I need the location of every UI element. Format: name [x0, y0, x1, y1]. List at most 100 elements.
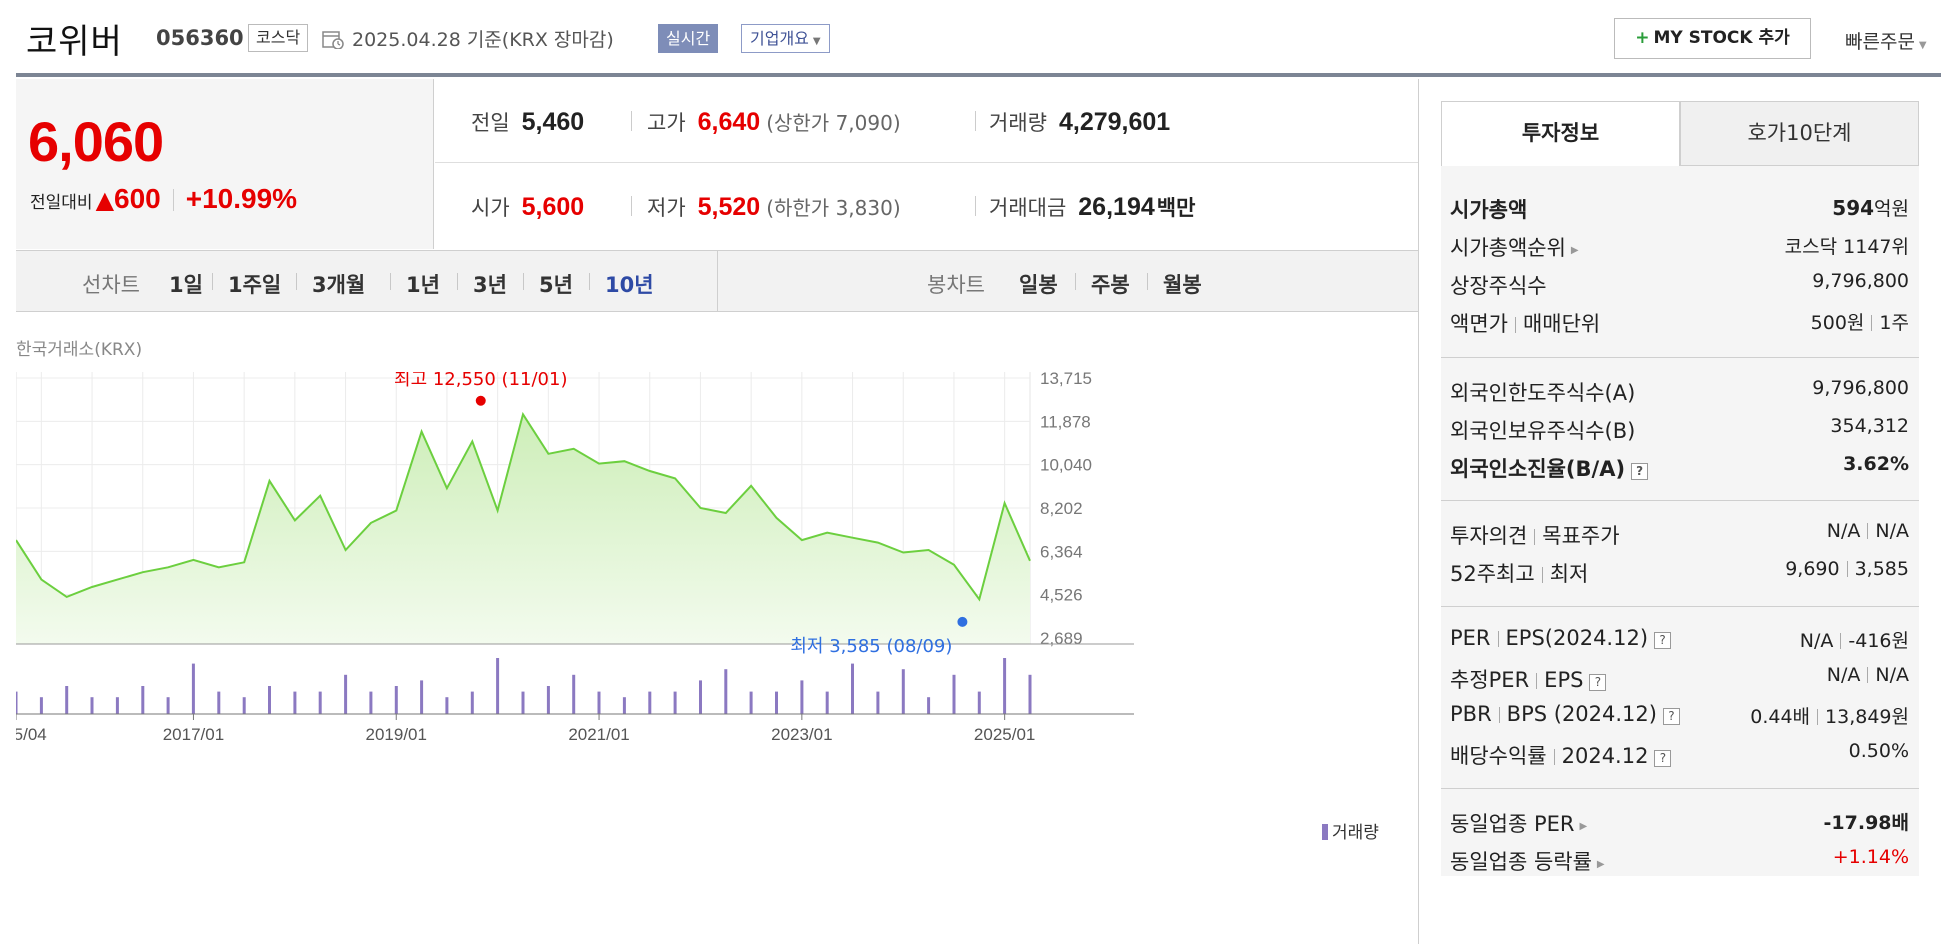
week52-label: 52주최고 최저 — [1450, 558, 1588, 588]
candle-tab-daily[interactable]: 일봉 — [1019, 273, 1058, 297]
period-tab-1y[interactable]: 1년 — [406, 273, 440, 297]
dividend-date: 2024.12 — [1561, 744, 1649, 768]
price-detail-row: 전일 5,460 고가 6,640 (상한가 7,090) 거래량 4,279,601 — [435, 79, 1418, 163]
volume-bar — [699, 680, 702, 714]
low-label: 저가 — [647, 196, 686, 220]
min-point-marker — [957, 616, 968, 627]
period-tab-1d[interactable]: 1일 — [169, 273, 203, 297]
sector-change-label-text: 동일업종 등락률 — [1450, 850, 1592, 874]
dividend-row: 배당수익률 2024.12? 0.50% — [1441, 736, 1919, 772]
realtime-button[interactable]: 실시간 — [658, 24, 719, 53]
sector-change-row[interactable]: 동일업종 등락률 ▶ +1.14% — [1441, 842, 1919, 878]
price-detail-grid: 전일 5,460 고가 6,640 (상한가 7,090) 거래량 4,279,601 … — [435, 79, 1418, 249]
add-my-stock-button[interactable]: + MY STOCK 추가 — [1614, 18, 1811, 59]
volume-bar — [648, 691, 652, 714]
market-cap-number: 594 — [1832, 196, 1875, 220]
period-tab-3y[interactable]: 3년 — [473, 273, 507, 297]
price-summary: 6,060 전일대비 ▲600 +10.99% — [16, 79, 434, 249]
max-annotation: 최고 12,550 (11/01) — [394, 372, 567, 390]
volume-bars — [16, 658, 1032, 714]
week52-high-value: 9,690 — [1785, 558, 1840, 580]
x-tick-label: 2021/01 — [568, 725, 629, 744]
change-row: 전일대비 ▲600 +10.99% — [30, 183, 297, 215]
trade-value-unit: 백만 — [1156, 196, 1196, 220]
exchange-label: 한국거래소(KRX) — [16, 340, 143, 360]
market-cap-unit: 억원 — [1874, 198, 1909, 220]
divider — [631, 196, 632, 216]
est-eps-value: N/A — [1875, 664, 1909, 686]
est-per-row: 추정PER EPS? N/A N/A — [1441, 660, 1919, 696]
volume-bar — [876, 691, 880, 714]
est-per-value-text: N/A — [1826, 664, 1861, 686]
market-cap-rank-text: 시가총액순위 — [1450, 236, 1566, 260]
market-cap-rank-label[interactable]: 시가총액순위 ▶ — [1450, 232, 1579, 262]
divider — [1147, 273, 1148, 290]
volume-label: 거래량 — [989, 111, 1047, 135]
sector-per-row[interactable]: 동일업종 PER ▶ -17.98배 — [1441, 804, 1919, 840]
divider — [457, 273, 458, 290]
trade-unit-label: 매매단위 — [1522, 312, 1601, 336]
change-percent: +10.99% — [185, 183, 298, 214]
current-price: 6,060 — [28, 110, 164, 173]
divider — [1514, 317, 1516, 333]
divider — [631, 111, 632, 131]
market-cap-rank-value: 코스닥 1147위 — [1784, 236, 1909, 258]
volume-bar — [673, 691, 677, 714]
eps-label: EPS(2024.12) — [1505, 626, 1649, 650]
divider — [1497, 631, 1499, 647]
price-line — [16, 411, 1031, 602]
quick-order-link[interactable]: 빠른주문 ▼ — [1845, 27, 1927, 54]
open-label: 시가 — [471, 196, 510, 220]
volume-bar — [394, 686, 398, 714]
candle-chart-title: 봉차트 — [927, 273, 985, 297]
sector-per-value: -17.98배 — [1823, 812, 1909, 834]
tab-order-book[interactable]: 호가10단계 — [1680, 101, 1919, 166]
price-chart[interactable]: 13,715 11,878 10,040 8,202 6,364 4,526 2,689 20… — [16, 372, 1418, 932]
period-tab-1w[interactable]: 1주일 — [228, 273, 282, 297]
chevron-right-icon: ▶ — [1570, 245, 1579, 256]
divider — [975, 196, 976, 216]
period-tab-3m[interactable]: 3개월 — [312, 273, 366, 297]
week52-row: 52주최고 최저 9,690 3,585 — [1441, 554, 1919, 590]
listed-shares-label: 상장주식수 — [1450, 274, 1547, 298]
market-cap-rank-row[interactable]: 시가총액순위 ▶ 코스닥 1147위 — [1441, 228, 1919, 264]
volume-bar — [65, 686, 69, 714]
min-annotation: 최저 3,585 (08/09) — [790, 636, 952, 657]
help-icon[interactable]: ? — [1631, 463, 1649, 480]
divider — [1846, 561, 1848, 577]
volume-bar — [470, 691, 474, 714]
divider — [1867, 523, 1869, 539]
volume-bar — [90, 697, 94, 714]
candle-tab-monthly[interactable]: 월봉 — [1163, 273, 1202, 297]
upper-limit: (상한가 7,090) — [766, 111, 901, 135]
sector-per-label[interactable]: 동일업종 PER ▶ — [1450, 808, 1587, 838]
trade-value-value: 26,194 — [1078, 193, 1155, 221]
divider — [1541, 567, 1543, 583]
help-icon[interactable]: ? — [1589, 674, 1607, 691]
chevron-right-icon: ▶ — [1579, 821, 1588, 832]
est-per-label-text: 추정PER — [1450, 668, 1530, 692]
period-tab-10y[interactable]: 10년 — [605, 273, 654, 297]
period-tab-5y[interactable]: 5년 — [539, 273, 573, 297]
high-value: 6,640 — [697, 108, 761, 136]
company-overview-button[interactable]: 기업개요 ▼ — [741, 24, 830, 53]
dividend-value: 0.50% — [1848, 740, 1909, 762]
help-icon[interactable]: ? — [1654, 632, 1672, 649]
dividend-label-text: 배당수익률 — [1450, 744, 1547, 768]
week52-low-value: 3,585 — [1854, 558, 1909, 580]
help-icon[interactable]: ? — [1654, 750, 1672, 767]
low-price: 저가 5,520 (하한가 3,830) — [647, 192, 901, 222]
divider — [1536, 673, 1538, 689]
market-cap-label: 시가총액 — [1450, 198, 1528, 222]
volume-bar — [546, 686, 550, 714]
trade-unit-value: 1주 — [1879, 312, 1909, 334]
opinion-label-text: 투자의견 — [1450, 524, 1528, 548]
tab-investment-info[interactable]: 투자정보 — [1441, 101, 1680, 166]
candle-tab-weekly[interactable]: 주봉 — [1091, 273, 1130, 297]
price-area — [16, 414, 1030, 644]
sector-change-label[interactable]: 동일업종 등락률 ▶ — [1450, 846, 1605, 876]
pbr-label: PBR BPS (2024.12)? — [1450, 702, 1680, 726]
prev-close-label: 전일 — [471, 111, 510, 135]
stock-code: 056360 — [156, 26, 244, 50]
help-icon[interactable]: ? — [1662, 708, 1680, 725]
